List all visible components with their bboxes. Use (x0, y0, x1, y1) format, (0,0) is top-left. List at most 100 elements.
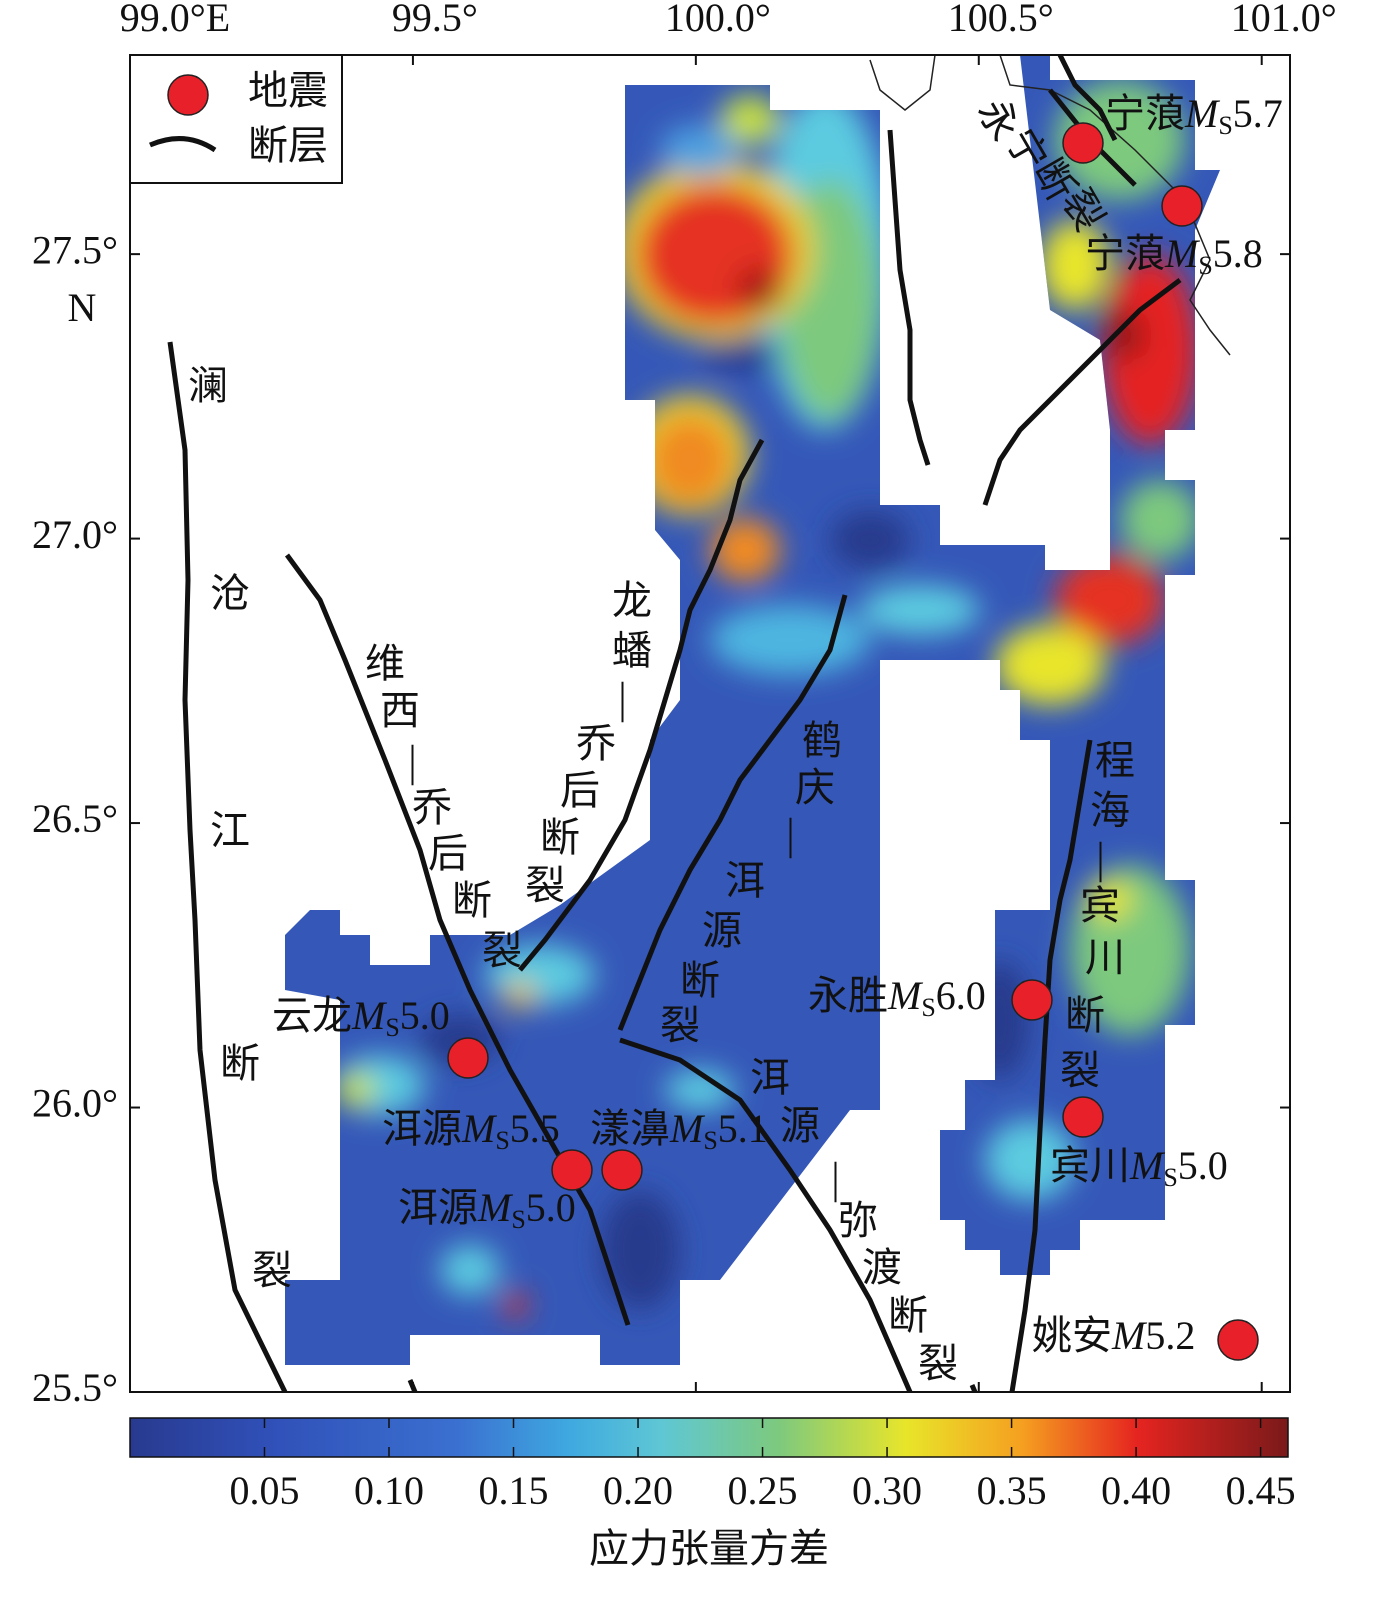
magnitude-value: 5.0 (526, 1185, 576, 1230)
earthquake-label: 永胜MS6.0 (808, 973, 986, 1022)
legend-fault-symbol (149, 136, 217, 153)
y-tick-label: 27.5° (32, 227, 118, 272)
magnitude-value: 5.2 (1145, 1313, 1195, 1358)
earthquake-marker (551, 1149, 593, 1191)
magnitude-value: 5.1 (718, 1106, 768, 1151)
fault-label: 断 (452, 878, 492, 923)
magnitude-value: 5.7 (1233, 91, 1283, 136)
magnitude-subscript: S (1163, 1163, 1177, 1192)
fault-label: — (394, 744, 439, 786)
magnitude-subscript: S (1198, 251, 1212, 280)
magnitude-symbol: M (351, 993, 388, 1038)
magnitude-value: 5.5 (510, 1106, 560, 1151)
place-name: 宁蒗 (1085, 231, 1165, 276)
fault-label: 后 (428, 831, 468, 876)
fault-label: 裂 (1060, 1048, 1100, 1093)
fault-label: 源 (702, 908, 742, 953)
fault-label: 断 (888, 1293, 928, 1338)
fault-label: 宾 (1080, 883, 1120, 928)
magnitude-symbol: M (1111, 1313, 1148, 1358)
fault-label: 断 (220, 1041, 260, 1086)
fault-label: 蟠 (612, 628, 652, 673)
legend: 地震 断层 (129, 54, 343, 184)
magnitude-subscript: S (495, 1126, 509, 1155)
colorbar-label: 应力张量方差 (589, 1526, 829, 1571)
fault-label: 海 (1090, 788, 1130, 833)
place-name: 漾濞 (590, 1106, 670, 1151)
y-tick-label: 25.5° (32, 1365, 118, 1410)
place-name: 姚安 (1032, 1313, 1112, 1358)
place-name: 洱源 (398, 1185, 478, 1230)
fault-label: 鹤 (802, 718, 842, 763)
fault-label: 裂 (918, 1341, 958, 1386)
earthquake-marker (1062, 122, 1104, 164)
fault-label: 沧 (210, 571, 250, 616)
magnitude-value: 6.0 (936, 973, 986, 1018)
fault-label: 洱 (750, 1055, 790, 1100)
earthquake-label: 宾川MS5.0 (1050, 1143, 1228, 1192)
legend-label: 断层 (248, 123, 328, 168)
magnitude-symbol: M (477, 1185, 514, 1230)
fault-label: 江 (210, 808, 250, 853)
place-name: 洱源 (382, 1106, 462, 1151)
colorbar-tick-label: 0.40 (1101, 1468, 1171, 1513)
magnitude-symbol: M (1129, 1143, 1166, 1188)
fault-label: 洱 (725, 858, 765, 903)
fault-label: — (604, 681, 649, 723)
colorbar-tick-label: 0.35 (977, 1468, 1047, 1513)
fault-label: 西 (380, 688, 420, 733)
colorbar-tick-label: 0.30 (852, 1468, 922, 1513)
x-tick-label: 99.5° (392, 0, 478, 40)
magnitude-symbol: M (887, 973, 924, 1018)
earthquake-marker (447, 1037, 489, 1079)
earthquake-label: 洱源MS5.5 (382, 1106, 560, 1155)
fault-label: 渡 (862, 1245, 902, 1290)
fault-label: 源 (780, 1103, 820, 1148)
x-tick-label: 100.5° (948, 0, 1054, 40)
y-tick-label: 26.0° (32, 1081, 118, 1126)
earthquake-label: 洱源MS5.0 (398, 1185, 576, 1234)
fault-label: 裂 (525, 863, 565, 908)
magnitude-symbol: M (461, 1106, 498, 1151)
fault-label: 龙 (612, 578, 652, 623)
earthquake-label: 宁蒗MS5.7 (1105, 91, 1283, 140)
earthquake-marker (1161, 185, 1203, 227)
fault-label: 断 (680, 958, 720, 1003)
fault-label: 断 (1065, 993, 1105, 1038)
y-tick-label: 27.0° (32, 512, 118, 557)
magnitude-subscript: S (703, 1126, 717, 1155)
fault-label: 乔 (412, 785, 452, 830)
place-name: 云龙 (272, 993, 352, 1038)
earthquake-label: 姚安M5.2 (1032, 1313, 1195, 1358)
colorbar-tick-label: 0.25 (728, 1468, 798, 1513)
y-tick-label: 26.5° (32, 796, 118, 841)
x-tick-label: 101.0° (1231, 0, 1337, 40)
earthquake-label: 宁蒗MS5.8 (1085, 231, 1263, 280)
place-name: 永胜 (808, 973, 888, 1018)
legend-box (129, 54, 343, 184)
colorbar-tick-label: 0.05 (229, 1468, 299, 1513)
fault-label: 维 (365, 641, 405, 686)
earthquake-label: 漾濞MS5.1 (590, 1106, 768, 1155)
fault-label: 断 (540, 815, 580, 860)
hemisphere-label: N (68, 285, 97, 330)
fault-label: 川 (1085, 935, 1125, 980)
fault-label: 庆 (795, 765, 835, 810)
earthquake-label: 云龙MS5.0 (272, 993, 450, 1042)
magnitude-symbol: M (1184, 91, 1221, 136)
colorbar-tick-label: 0.45 (1226, 1468, 1296, 1513)
place-name: 宁蒗 (1105, 91, 1185, 136)
fault-label: — (772, 817, 817, 859)
fault-label: 程 (1095, 738, 1135, 783)
magnitude-subscript: S (921, 993, 935, 1022)
magnitude-subscript: S (511, 1205, 525, 1234)
place-name: 宾川 (1050, 1143, 1130, 1188)
magnitude-value: 5.0 (400, 993, 450, 1038)
fault-label: 弥 (838, 1198, 878, 1243)
fault-label: — (817, 1161, 862, 1203)
earthquake-marker (1011, 979, 1053, 1021)
fault-label: 裂 (252, 1248, 292, 1293)
magnitude-subscript: S (385, 1013, 399, 1042)
fault-label: 澜 (188, 363, 228, 408)
magnitude-value: 5.8 (1213, 231, 1263, 276)
